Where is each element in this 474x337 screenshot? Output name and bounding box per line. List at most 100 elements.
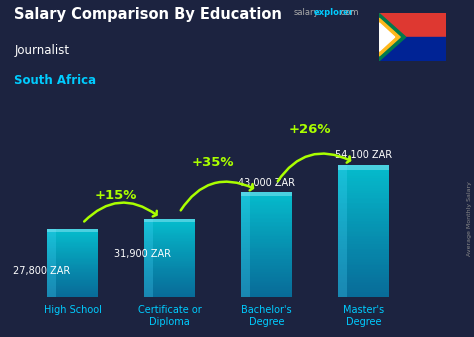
Bar <box>144 225 195 226</box>
Polygon shape <box>379 18 400 56</box>
Bar <box>47 280 98 281</box>
Bar <box>241 202 292 204</box>
Bar <box>338 208 389 209</box>
Bar <box>338 239 389 241</box>
Bar <box>47 289 98 290</box>
Bar <box>47 290 98 292</box>
Bar <box>338 221 389 222</box>
Bar <box>338 175 389 176</box>
Bar <box>144 254 195 255</box>
Bar <box>47 282 98 283</box>
Text: 43,000 ZAR: 43,000 ZAR <box>238 178 295 188</box>
Bar <box>144 239 195 240</box>
Bar <box>144 289 195 290</box>
Bar <box>47 245 98 246</box>
Bar <box>144 291 195 292</box>
Bar <box>338 295 389 297</box>
Bar <box>241 210 292 212</box>
Bar <box>47 242 98 243</box>
Bar <box>338 190 389 191</box>
Bar <box>338 237 389 239</box>
Bar <box>338 267 389 269</box>
Bar <box>338 292 389 293</box>
Bar <box>338 231 389 233</box>
Bar <box>47 231 98 232</box>
Bar <box>241 272 292 273</box>
Bar <box>241 215 292 217</box>
Bar <box>144 246 195 247</box>
Bar <box>338 196 389 198</box>
Bar <box>338 166 389 168</box>
Bar <box>144 266 195 267</box>
Bar <box>144 223 195 224</box>
Bar <box>241 252 292 253</box>
Bar <box>144 278 195 279</box>
Bar <box>144 265 195 266</box>
Bar <box>338 257 389 259</box>
Bar <box>144 228 195 229</box>
Bar <box>241 198 292 200</box>
Bar <box>241 196 292 197</box>
Bar <box>47 230 98 231</box>
Bar <box>47 288 98 289</box>
Bar <box>241 286 292 287</box>
Bar <box>47 294 98 295</box>
Bar <box>338 165 389 166</box>
Bar <box>47 283 98 284</box>
Bar <box>338 269 389 270</box>
Bar <box>47 229 98 232</box>
Bar <box>241 236 292 238</box>
Text: +35%: +35% <box>192 156 235 169</box>
Bar <box>241 267 292 268</box>
Bar <box>241 217 292 218</box>
Bar <box>144 219 154 297</box>
Bar <box>241 224 292 226</box>
Bar <box>47 257 98 258</box>
Bar <box>47 241 98 242</box>
Bar <box>144 262 195 263</box>
Bar <box>47 238 98 239</box>
Bar <box>144 219 195 222</box>
Bar <box>144 261 195 262</box>
Bar <box>338 272 389 274</box>
Bar <box>144 227 195 228</box>
Text: South Africa: South Africa <box>14 74 96 87</box>
Bar <box>47 266 98 267</box>
Bar <box>241 294 292 295</box>
Bar <box>241 287 292 289</box>
Bar <box>338 246 389 247</box>
Polygon shape <box>379 23 395 51</box>
Bar <box>241 221 292 222</box>
Bar <box>241 192 292 196</box>
Bar <box>47 236 98 237</box>
Bar <box>241 227 292 228</box>
Bar <box>144 235 195 236</box>
Bar <box>47 279 98 280</box>
Bar <box>338 213 389 214</box>
Bar <box>144 272 195 273</box>
Text: explorer: explorer <box>314 8 354 18</box>
Bar <box>144 226 195 227</box>
Bar <box>241 249 292 251</box>
Bar <box>144 281 195 282</box>
Bar <box>47 263 98 264</box>
Bar <box>241 280 292 281</box>
Bar <box>47 259 98 260</box>
Bar <box>47 270 98 271</box>
Bar <box>338 186 389 188</box>
Bar <box>144 267 195 268</box>
Bar <box>241 293 292 294</box>
Bar <box>338 242 389 244</box>
Bar <box>241 243 292 244</box>
Bar <box>241 218 292 219</box>
Bar <box>241 268 292 269</box>
Text: 27,800 ZAR: 27,800 ZAR <box>13 266 70 276</box>
Bar <box>144 275 195 276</box>
Bar <box>241 204 292 205</box>
Bar <box>241 273 292 274</box>
Bar <box>338 178 389 180</box>
Bar <box>241 253 292 255</box>
Bar <box>47 274 98 275</box>
Bar <box>338 285 389 287</box>
Bar <box>241 235 292 236</box>
